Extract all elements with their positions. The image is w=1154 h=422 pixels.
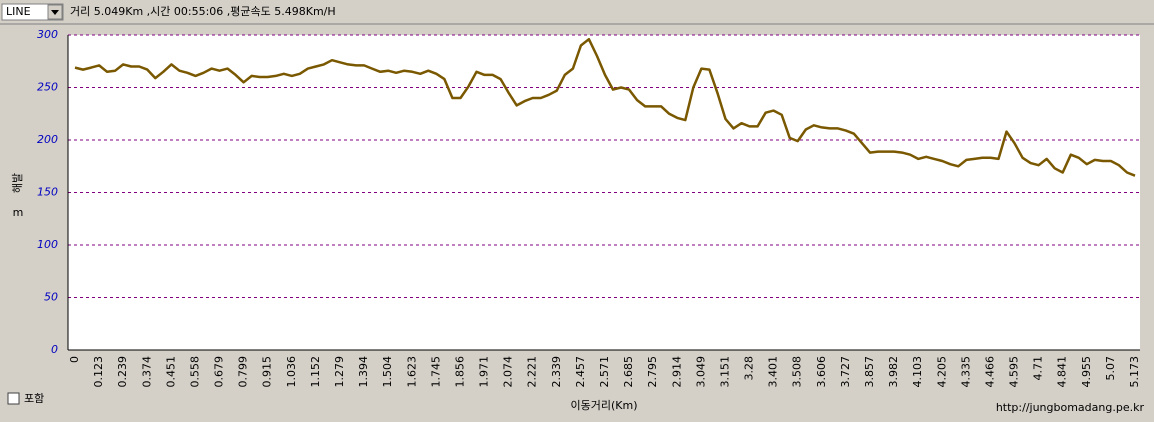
x-tick-label: 4.595 — [1008, 356, 1021, 388]
x-tick-label: 0.374 — [140, 356, 153, 388]
x-tick-label: 5.173 — [1128, 356, 1141, 388]
x-tick-label: 3.508 — [791, 356, 804, 388]
x-tick-label: 2.685 — [622, 356, 635, 388]
checkbox[interactable] — [7, 392, 20, 405]
x-tick-label: 3.401 — [767, 356, 780, 388]
x-tick-label: 1.745 — [429, 356, 442, 388]
x-label: 이동거리(Km) — [571, 399, 638, 412]
y-tick-label: 150 — [37, 186, 58, 199]
x-tick-label: 0 — [68, 356, 81, 363]
x-tick-label: 4.955 — [1080, 356, 1093, 388]
x-tick-label: 5.07 — [1104, 356, 1117, 381]
x-tick-label: 2.457 — [574, 356, 587, 388]
x-tick-label: 1.279 — [333, 356, 346, 388]
x-tick-label: 3.982 — [887, 356, 900, 388]
x-tick-label: 4.466 — [983, 356, 996, 388]
x-tick-label: 3.606 — [815, 356, 828, 388]
x-tick-label: 2.074 — [502, 356, 515, 388]
footer-url: http://jungbomadang.pe.kr — [996, 401, 1145, 414]
x-tick-label: 0.799 — [237, 356, 250, 388]
x-tick-label: 0.558 — [188, 356, 201, 388]
x-tick-label: 3.28 — [743, 356, 756, 381]
x-tick-label: 2.795 — [646, 356, 659, 388]
x-tick-label: 3.151 — [718, 356, 731, 388]
y-tick-label: 50 — [44, 291, 58, 304]
y-tick-label: 300 — [37, 28, 58, 41]
x-tick-label: 2.571 — [598, 356, 611, 388]
x-tick-label: 3.049 — [694, 356, 707, 388]
x-tick-label: 1.856 — [453, 356, 466, 388]
x-tick-label: 0.679 — [213, 356, 226, 388]
x-tick-label: 0.239 — [116, 356, 129, 388]
info-text: 거리 5.049Km ,시간 00:55:06 ,평균속도 5.498Km/H — [70, 5, 336, 18]
x-tick-label: 0.123 — [92, 356, 105, 388]
x-tick-label: 1.623 — [405, 356, 418, 388]
dropdown-text: LINE — [6, 5, 31, 18]
toolbar — [0, 0, 1154, 24]
y-label: 해발 — [10, 173, 24, 193]
x-tick-label: 4.103 — [911, 356, 924, 388]
y-tick-label: 100 — [37, 238, 58, 251]
checkbox-label[interactable]: 포함 — [24, 392, 44, 405]
x-tick-label: 1.036 — [285, 356, 298, 388]
x-tick-label: 1.504 — [381, 356, 394, 388]
x-tick-label: 3.857 — [863, 356, 876, 388]
x-tick-label: 4.841 — [1056, 356, 1069, 388]
x-tick-label: 4.71 — [1032, 356, 1045, 381]
x-tick-label: 1.971 — [478, 356, 491, 388]
x-tick-label: 2.339 — [550, 356, 563, 388]
dropdown-arrow — [51, 10, 59, 15]
y-tick-label: 200 — [37, 133, 58, 146]
elevation-line — [74, 37, 1136, 177]
y-tick-label: 0 — [51, 343, 58, 356]
x-tick-label: 2.914 — [670, 356, 683, 388]
y-tick-label: 250 — [37, 81, 58, 94]
x-tick-label: 3.727 — [839, 356, 852, 388]
x-tick-label: 2.221 — [526, 356, 539, 388]
y-label: m — [13, 206, 24, 219]
x-tick-label: 0.915 — [261, 356, 274, 388]
x-tick-label: 4.335 — [959, 356, 972, 388]
x-tick-label: 4.205 — [935, 356, 948, 388]
x-tick-label: 0.451 — [164, 356, 177, 388]
x-tick-label: 1.394 — [357, 356, 370, 388]
x-tick-label: 1.152 — [309, 356, 322, 388]
